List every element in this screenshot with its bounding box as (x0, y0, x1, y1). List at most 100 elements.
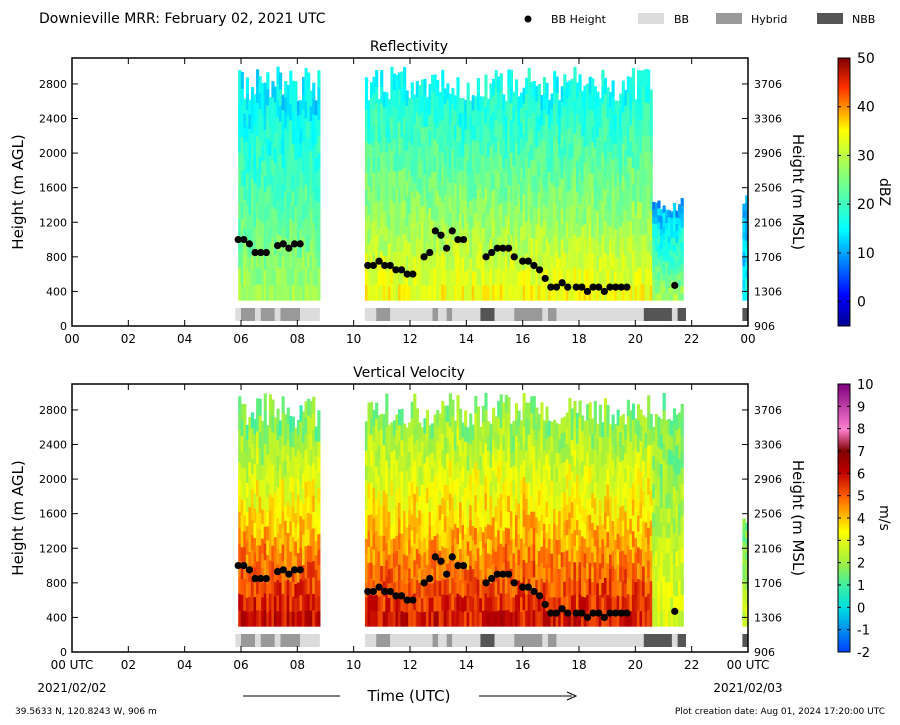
heatmap-cell (425, 425, 430, 442)
heatmap-cell (312, 511, 316, 529)
heatmap-cell (680, 263, 684, 272)
heatmap-cell (474, 560, 478, 578)
heatmap-cell (459, 595, 463, 612)
velocity-panel: Vertical Velocity 0400800120016002000240… (9, 365, 892, 672)
heatmap-cell (499, 283, 503, 301)
heatmap-cell (302, 92, 306, 110)
heatmap-cell (296, 508, 301, 524)
heatmap-cell (591, 418, 595, 434)
heatmap-cell (410, 529, 414, 547)
heatmap-cell (253, 478, 257, 494)
heatmap-cell (565, 427, 569, 444)
heatmap-cell (665, 537, 669, 554)
heatmap-cell (481, 594, 486, 611)
heatmap-cell (413, 543, 417, 561)
heatmap-cell (459, 155, 463, 171)
heatmap-cell (532, 237, 536, 254)
heatmap-cell (575, 144, 580, 161)
heatmap-cell (527, 233, 531, 251)
heatmap-cell (642, 201, 646, 219)
heatmap-cell (250, 427, 255, 444)
heatmap-cell (299, 99, 303, 115)
heatmap-cell (586, 467, 590, 484)
heatmap-cell (418, 238, 422, 255)
heatmap-cell (304, 449, 308, 467)
heatmap-cell (654, 489, 658, 506)
heatmap-cell (644, 566, 648, 582)
heatmap-cell (596, 270, 600, 286)
heatmap-cell (268, 227, 272, 243)
heatmap-cell (390, 524, 394, 540)
heatmap-cell (598, 170, 602, 186)
heatmap-cell (629, 236, 633, 253)
heatmap-cell (459, 424, 463, 441)
heatmap-cell (609, 285, 613, 301)
heatmap-cell (553, 201, 557, 219)
heatmap-cell (471, 496, 475, 512)
heatmap-cell (634, 113, 638, 129)
bb-height-point (482, 253, 490, 261)
heatmap-cell (497, 433, 501, 450)
heatmap-cell (654, 244, 658, 252)
heatmap-cell (568, 174, 572, 191)
heatmap-cell (408, 242, 412, 258)
heatmap-cell (563, 581, 567, 597)
heatmap-cell (547, 420, 552, 437)
heatmap-cell (616, 271, 620, 287)
heatmap-cell (537, 114, 541, 131)
heatmap-cell (461, 271, 465, 287)
heatmap-cell (494, 234, 498, 252)
heatmap-cell (532, 96, 536, 113)
heatmap-cell (631, 117, 636, 135)
heatmap-cell (415, 112, 419, 129)
heatmap-cell (397, 169, 402, 187)
heatmap-cell (456, 510, 460, 528)
heatmap-cell (588, 188, 592, 205)
heatmap-cell (307, 528, 311, 546)
heatmap-cell (474, 428, 478, 446)
heatmap-cell (451, 448, 455, 466)
heatmap-cell (593, 497, 597, 515)
heatmap-cell (616, 214, 620, 230)
heatmap-cell (400, 532, 404, 550)
heatmap-cell (654, 414, 658, 430)
heatmap-cell (675, 429, 679, 446)
heatmap-cell (535, 101, 539, 118)
heatmap-cell (558, 200, 562, 216)
heatmap-cell (387, 511, 391, 527)
heatmap-cell (367, 128, 371, 144)
heatmap-cell (312, 593, 316, 611)
heatmap-cell (672, 265, 677, 273)
heatmap-cell (397, 202, 402, 220)
heatmap-cell (281, 576, 285, 594)
heatmap-cell (446, 145, 450, 162)
heatmap-cell (464, 185, 468, 201)
heatmap-cell (631, 530, 636, 548)
heatmap-cell (471, 439, 475, 455)
heatmap-cell (565, 128, 569, 146)
heatmap-cell (461, 553, 465, 569)
heatmap-cell (408, 451, 412, 467)
heatmap-cell (489, 222, 493, 239)
heatmap-cell (238, 168, 242, 186)
heatmap-cell (662, 609, 666, 627)
heatmap-cell (742, 556, 746, 566)
heatmap-cell (479, 110, 483, 127)
heatmap-cell (555, 220, 559, 237)
heatmap-cell (461, 495, 465, 511)
heatmap-cell (598, 271, 602, 287)
classification-segment (241, 308, 256, 321)
heatmap-cell (304, 266, 308, 285)
heatmap-cell (375, 562, 379, 579)
heatmap-cell (453, 449, 458, 466)
heatmap-cell (250, 412, 255, 429)
bb-height-point (519, 257, 527, 265)
heatmap-cell (598, 285, 602, 301)
heatmap-cell (307, 398, 311, 416)
heatmap-cell (575, 191, 580, 208)
heatmap-cell (647, 593, 651, 611)
heatmap-cell (657, 250, 661, 259)
heatmap-cell (289, 611, 293, 627)
heatmap-cell (441, 593, 445, 611)
heatmap-cell (438, 270, 442, 286)
